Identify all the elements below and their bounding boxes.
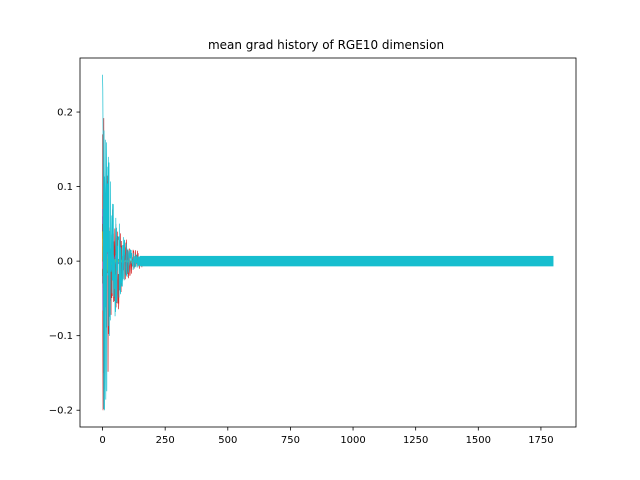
x-tick-label: 750: [281, 435, 300, 446]
y-tick-label: 0.0: [57, 257, 73, 268]
y-tick-label: 0.1: [57, 182, 73, 193]
x-tick-label: 1750: [528, 435, 553, 446]
plot-area: [79, 57, 577, 428]
y-tick-label: −0.2: [49, 406, 73, 417]
x-tick-label: 1000: [340, 435, 365, 446]
x-tick-label: 0: [99, 435, 105, 446]
x-axis: 0 250 500 750 1000 1250 1500 1750: [99, 427, 554, 446]
x-tick-label: 500: [218, 435, 237, 446]
x-tick-label: 1250: [403, 435, 428, 446]
x-tick-label: 250: [156, 435, 175, 446]
chart-title: mean grad history of RGE10 dimension: [208, 38, 444, 52]
x-tick-label: 1500: [466, 435, 491, 446]
y-tick-label: 0.2: [57, 108, 73, 119]
y-tick-label: −0.1: [49, 331, 73, 342]
series-layer: [102, 74, 554, 411]
converged-band: [140, 255, 554, 267]
y-axis: −0.2 −0.1 0.0 0.1 0.2: [49, 108, 80, 417]
axes-frame: [79, 57, 577, 428]
